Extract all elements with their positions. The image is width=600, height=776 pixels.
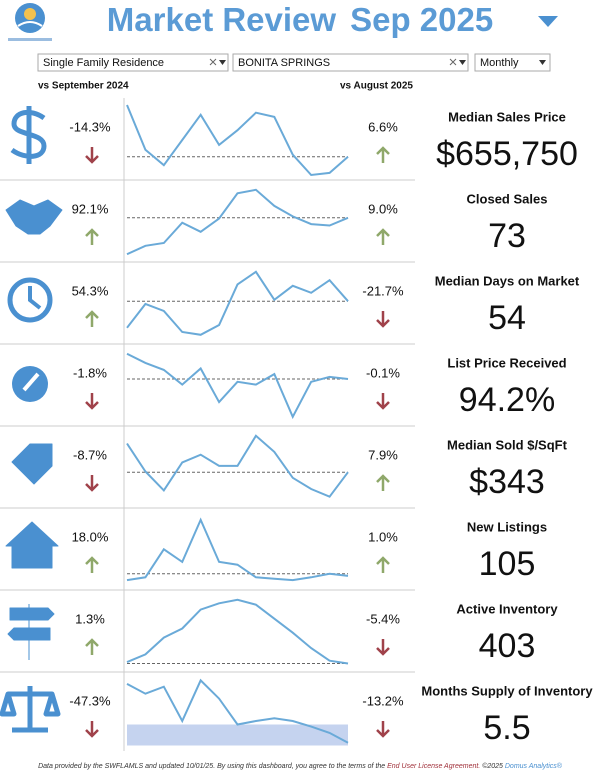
icon	[28, 286, 42, 310]
yoy-change: 54.3%	[72, 283, 109, 298]
yoy-change: -8.7%	[73, 447, 107, 462]
brand: Domus Analytics®	[505, 762, 563, 770]
sparkline	[126, 270, 349, 336]
metric-name: List Price Received	[447, 355, 566, 370]
icon	[11, 443, 53, 485]
mom-change: -5.4%	[366, 611, 400, 626]
icon	[22, 372, 40, 392]
icon	[10, 106, 47, 164]
sparkline	[126, 434, 349, 498]
period-dropdown[interactable]	[538, 16, 558, 27]
icon	[5, 521, 59, 569]
metric-value: 94.2%	[459, 381, 555, 419]
mom-change: 7.9%	[368, 447, 398, 462]
mom-change: 1.0%	[368, 529, 398, 544]
sparkline	[126, 352, 349, 420]
metric-value: $655,750	[436, 135, 578, 173]
title-text: Market Review	[107, 1, 337, 38]
sparkline	[126, 517, 349, 582]
mom-heading: vs August 2025	[340, 81, 413, 92]
metric-row: -47.3% -13.2% Months Supply of Inventory 5.…	[0, 671, 593, 747]
arrow-down	[85, 721, 99, 738]
metric-row: 92.1% 9.0% Closed Sales 73	[0, 179, 548, 256]
copyright: ©2025	[480, 762, 505, 770]
logo	[8, 3, 52, 41]
arrow-up	[85, 228, 99, 245]
yoy-change: -1.8%	[73, 365, 107, 380]
mom-change: -21.7%	[362, 283, 404, 298]
metric-value: 54	[488, 299, 526, 337]
footer-text: Data provided by the SWFLAMLS and update…	[38, 763, 387, 770]
arrow-down	[85, 475, 99, 492]
arrow-down	[376, 639, 390, 656]
metric-row: -1.8% -0.1% List Price Received 94.2%	[0, 343, 567, 420]
sparkline	[126, 678, 349, 744]
arrow-up	[85, 638, 99, 655]
mom-change: -13.2%	[362, 693, 404, 708]
filter-customer[interactable]: Single Family Residence	[37, 53, 229, 72]
arrow-down	[376, 721, 390, 738]
metric-name: Months Supply of Inventory	[421, 683, 593, 698]
icon	[5, 199, 63, 235]
sparkline	[126, 598, 349, 665]
icon	[7, 277, 53, 323]
metric-name: New Listings	[467, 519, 547, 534]
filter-city[interactable]: BONITA SPRINGS	[232, 53, 469, 72]
metric-name: Median Sales Price	[448, 109, 566, 124]
yoy-change: -14.3%	[69, 119, 111, 134]
metric-row: 54.3% -21.7% Median Days on Market 54	[0, 261, 580, 337]
metric-value: $343	[469, 463, 545, 501]
arrow-up	[376, 146, 390, 163]
yoy-heading: vs September 2024	[38, 81, 129, 92]
yoy-change: 1.3%	[75, 611, 105, 626]
metric-value: 73	[488, 217, 526, 255]
metric-row: 1.3% -5.4% Active Inventory 403	[0, 589, 558, 665]
license-link[interactable]: End User License Agreement.	[387, 763, 480, 770]
title: Market Review Sep 2025	[107, 1, 493, 38]
mom-change: 6.6%	[368, 119, 398, 134]
arrow-down	[85, 393, 99, 410]
arrow-up	[376, 228, 390, 245]
mom-change: 9.0%	[368, 201, 398, 216]
metric-name: Active Inventory	[456, 601, 558, 616]
filter-label: Monthly	[480, 57, 519, 69]
yoy-change: 92.1%	[72, 201, 109, 216]
yoy-change: 18.0%	[72, 529, 109, 544]
arrow-up	[376, 556, 390, 573]
metric-name: Median Days on Market	[435, 273, 580, 288]
metric-value: 105	[479, 545, 536, 583]
filter-interval[interactable]: Monthly	[474, 53, 551, 72]
period: Sep 2025	[350, 1, 493, 38]
sparkline	[126, 104, 349, 177]
metric-row: 18.0% 1.0% New Listings 105	[0, 507, 547, 583]
filter-label: Single Family Residence	[43, 57, 164, 69]
band	[127, 724, 348, 746]
metric-row: -14.3% 6.6% Median Sales Price $655,750	[10, 104, 578, 177]
metric-row: -8.7% 7.9% Median Sold $/SqFt $343	[0, 425, 568, 501]
footer: Data provided by the SWFLAMLS and update…	[38, 762, 563, 770]
arrow-down	[376, 393, 390, 410]
arrow-up	[85, 310, 99, 327]
arrow-down	[85, 147, 99, 164]
arrow-up	[376, 474, 390, 491]
icon	[0, 686, 61, 733]
arrow-up	[85, 556, 99, 573]
mom-change: -0.1%	[366, 365, 400, 380]
arrow-down	[376, 311, 390, 328]
metric-name: Closed Sales	[467, 191, 548, 206]
filter-label: BONITA SPRINGS	[238, 57, 330, 69]
metric-value: 5.5	[483, 709, 530, 747]
metric-name: Median Sold $/SqFt	[447, 437, 568, 452]
metric-value: 403	[479, 627, 536, 665]
icon	[7, 604, 55, 660]
yoy-change: -47.3%	[69, 693, 111, 708]
sparkline	[126, 188, 349, 256]
